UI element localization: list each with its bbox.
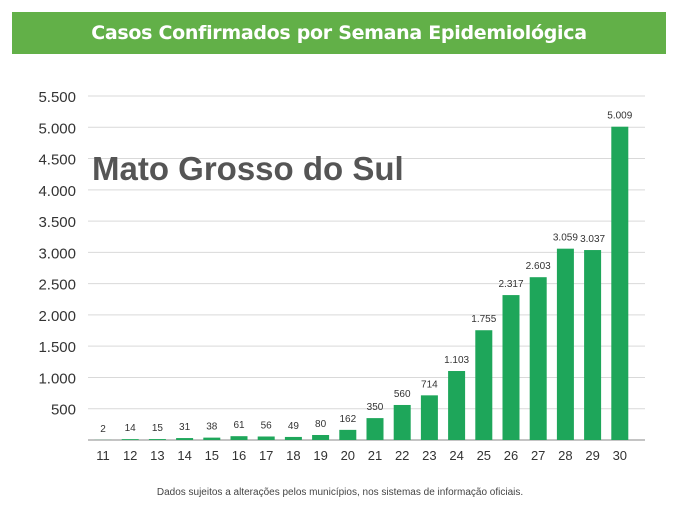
bar-value-label: 56 <box>261 420 273 431</box>
bar-value-label: 350 <box>367 402 384 413</box>
bar-value-label: 2 <box>100 424 106 435</box>
y-tick-label: 500 <box>51 402 76 419</box>
bar <box>529 277 547 440</box>
bar-value-label: 31 <box>179 422 191 433</box>
bar-value-label: 2.317 <box>498 279 523 290</box>
chart-title: Mato Grosso do Sul <box>92 150 404 187</box>
bar <box>203 437 221 440</box>
x-tick-label: 21 <box>368 448 382 463</box>
x-tick-label: 29 <box>585 448 599 463</box>
bar <box>339 429 357 440</box>
bar <box>366 418 384 440</box>
y-tick-label: 4.000 <box>38 183 76 200</box>
bar-value-label: 714 <box>421 379 438 390</box>
x-tick-label: 15 <box>205 448 219 463</box>
x-tick-label: 12 <box>123 448 137 463</box>
x-tick-label: 27 <box>531 448 545 463</box>
bar <box>230 436 248 440</box>
bar <box>420 395 438 440</box>
bar-value-label: 162 <box>339 414 356 425</box>
bar-value-label: 15 <box>152 423 164 434</box>
x-tick-label: 22 <box>395 448 409 463</box>
x-tick-label: 14 <box>177 448 191 463</box>
bar <box>502 295 520 440</box>
bar <box>556 248 574 440</box>
x-tick-label: 16 <box>232 448 246 463</box>
x-tick-label: 28 <box>558 448 572 463</box>
bar <box>611 126 629 441</box>
bar-value-label: 3.059 <box>553 233 578 244</box>
bar-value-label: 560 <box>394 389 411 400</box>
bar-value-label: 5.009 <box>607 111 632 122</box>
bar <box>257 436 275 440</box>
bar <box>393 404 411 440</box>
x-tick-label: 11 <box>96 448 110 463</box>
bar <box>448 371 466 440</box>
banner-title: Casos Confirmados por Semana Epidemiológ… <box>91 22 587 44</box>
y-tick-label: 1.000 <box>38 370 76 387</box>
bar <box>176 438 194 440</box>
x-tick-label: 17 <box>259 448 273 463</box>
bar-value-label: 80 <box>315 419 327 430</box>
bar-value-label: 1.755 <box>471 314 496 325</box>
bar <box>584 250 602 440</box>
bar-value-label: 1.103 <box>444 355 469 366</box>
x-tick-label: 13 <box>150 448 164 463</box>
y-tick-label: 4.500 <box>38 152 76 169</box>
bar-value-label: 2.603 <box>526 261 551 272</box>
y-tick-label: 2.500 <box>38 277 76 294</box>
y-tick-label: 5.000 <box>38 120 76 137</box>
y-tick-label: 3.000 <box>38 245 76 262</box>
y-tick-label: 5.500 <box>38 89 76 106</box>
bar <box>475 330 493 440</box>
x-tick-label: 26 <box>504 448 518 463</box>
y-tick-label: 3.500 <box>38 214 76 231</box>
x-tick-label: 19 <box>313 448 327 463</box>
bar <box>148 439 166 440</box>
bar <box>312 434 330 440</box>
x-tick-label: 30 <box>613 448 627 463</box>
title-banner: Casos Confirmados por Semana Epidemiológ… <box>12 12 666 54</box>
bar <box>121 439 139 440</box>
bar-value-label: 3.037 <box>580 234 605 245</box>
x-tick-label: 20 <box>341 448 355 463</box>
bar-value-label: 14 <box>125 423 137 434</box>
x-tick-label: 24 <box>449 448 463 463</box>
bar <box>284 436 302 440</box>
x-tick-label: 23 <box>422 448 436 463</box>
footnote: Dados sujeitos a alterações pelos municí… <box>156 487 524 498</box>
x-tick-label: 18 <box>286 448 300 463</box>
x-tick-label: 25 <box>477 448 491 463</box>
y-tick-label: 1.500 <box>38 339 76 356</box>
bar-value-label: 38 <box>206 422 218 433</box>
bar-value-label: 61 <box>233 420 245 431</box>
y-tick-label: 2.000 <box>38 308 76 325</box>
bar-value-label: 49 <box>288 421 300 432</box>
